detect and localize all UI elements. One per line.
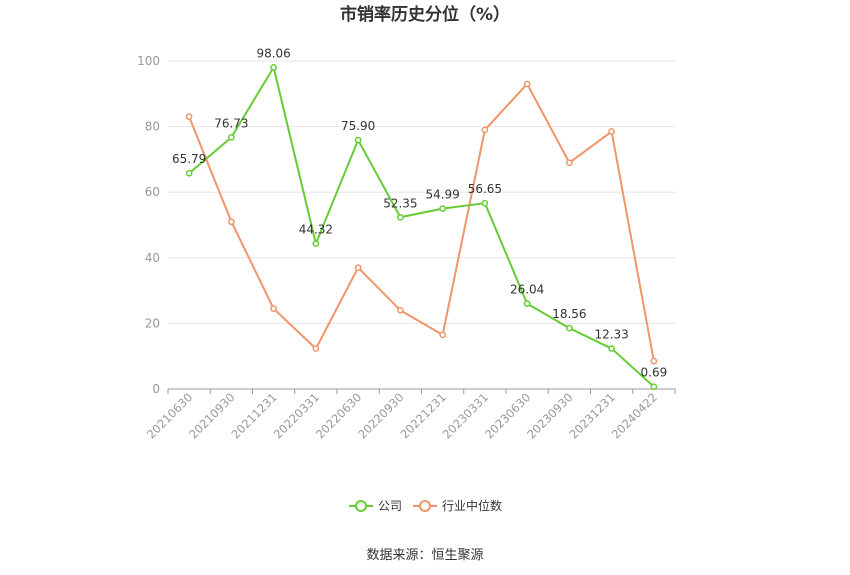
- series-0-point: [312, 240, 320, 247]
- legend-label-1: 行业中位数: [442, 498, 502, 513]
- data-label: 65.79: [172, 152, 206, 166]
- series-line-1: [188, 82, 655, 362]
- series-0-point: [270, 64, 277, 71]
- series-0-point: [566, 324, 573, 332]
- data-label: 26.04: [510, 283, 544, 297]
- data-label: 18.56: [552, 307, 586, 321]
- series-0-point: [481, 199, 489, 207]
- y-tick-label: 80: [145, 120, 160, 134]
- series-group: [185, 64, 658, 391]
- y-tick-label: 100: [137, 54, 160, 68]
- series-1-point: [650, 357, 658, 365]
- legend: 公司 行业中位数: [349, 498, 502, 513]
- grid: [168, 60, 675, 324]
- series-line-0: [188, 66, 655, 388]
- chart-title: 市销率历史分位（%）: [340, 4, 510, 25]
- legend-marker-0: [355, 500, 367, 512]
- series-0-point: [608, 345, 615, 352]
- series-1-point: [566, 159, 573, 167]
- legend-marker-1: [419, 500, 431, 512]
- series-0-point: [354, 136, 362, 144]
- series-0-point: [185, 169, 193, 177]
- x-axis: 2021063020210930202112312022033120220630…: [144, 388, 676, 442]
- data-label: 54.99: [425, 188, 459, 202]
- data-label: 52.35: [383, 196, 417, 210]
- series-1-point: [228, 218, 235, 226]
- x-tick-label: 20240422: [609, 390, 660, 441]
- source-note: 数据来源：恒生聚源: [366, 548, 483, 563]
- series-1-point: [185, 113, 193, 121]
- data-label: 76.73: [214, 116, 248, 130]
- y-tick-label: 40: [145, 251, 160, 265]
- series-0-point: [523, 300, 531, 307]
- legend-label-0: 公司: [378, 499, 402, 513]
- series-0-point: [228, 133, 235, 141]
- data-label: 12.33: [594, 328, 628, 342]
- series-0-point: [650, 383, 658, 391]
- data-label: 44.32: [299, 223, 333, 237]
- data-label: 56.65: [468, 182, 502, 196]
- series-0-point: [397, 213, 404, 221]
- series-1-point: [312, 345, 320, 353]
- y-tick-label: 0: [152, 382, 160, 396]
- y-tick-label: 60: [145, 185, 160, 199]
- series-1-point: [523, 80, 531, 88]
- data-label: 98.06: [256, 46, 290, 60]
- data-label: 0.69: [641, 366, 668, 380]
- y-axis: 0 20 40 60 80 100: [137, 54, 160, 396]
- data-labels: 65.79 76.73 98.06 44.32 75.90 52.35 54.99 56.65…: [172, 46, 667, 379]
- y-tick-label: 20: [145, 316, 160, 330]
- series-1-point: [608, 128, 615, 135]
- series-1-point: [439, 331, 446, 339]
- data-label: 75.90: [341, 119, 375, 133]
- series-1-point: [354, 264, 362, 271]
- series-0-point: [439, 205, 446, 212]
- series-1-point: [397, 306, 404, 314]
- series-1-point: [481, 126, 489, 134]
- series-1-point: [270, 305, 277, 312]
